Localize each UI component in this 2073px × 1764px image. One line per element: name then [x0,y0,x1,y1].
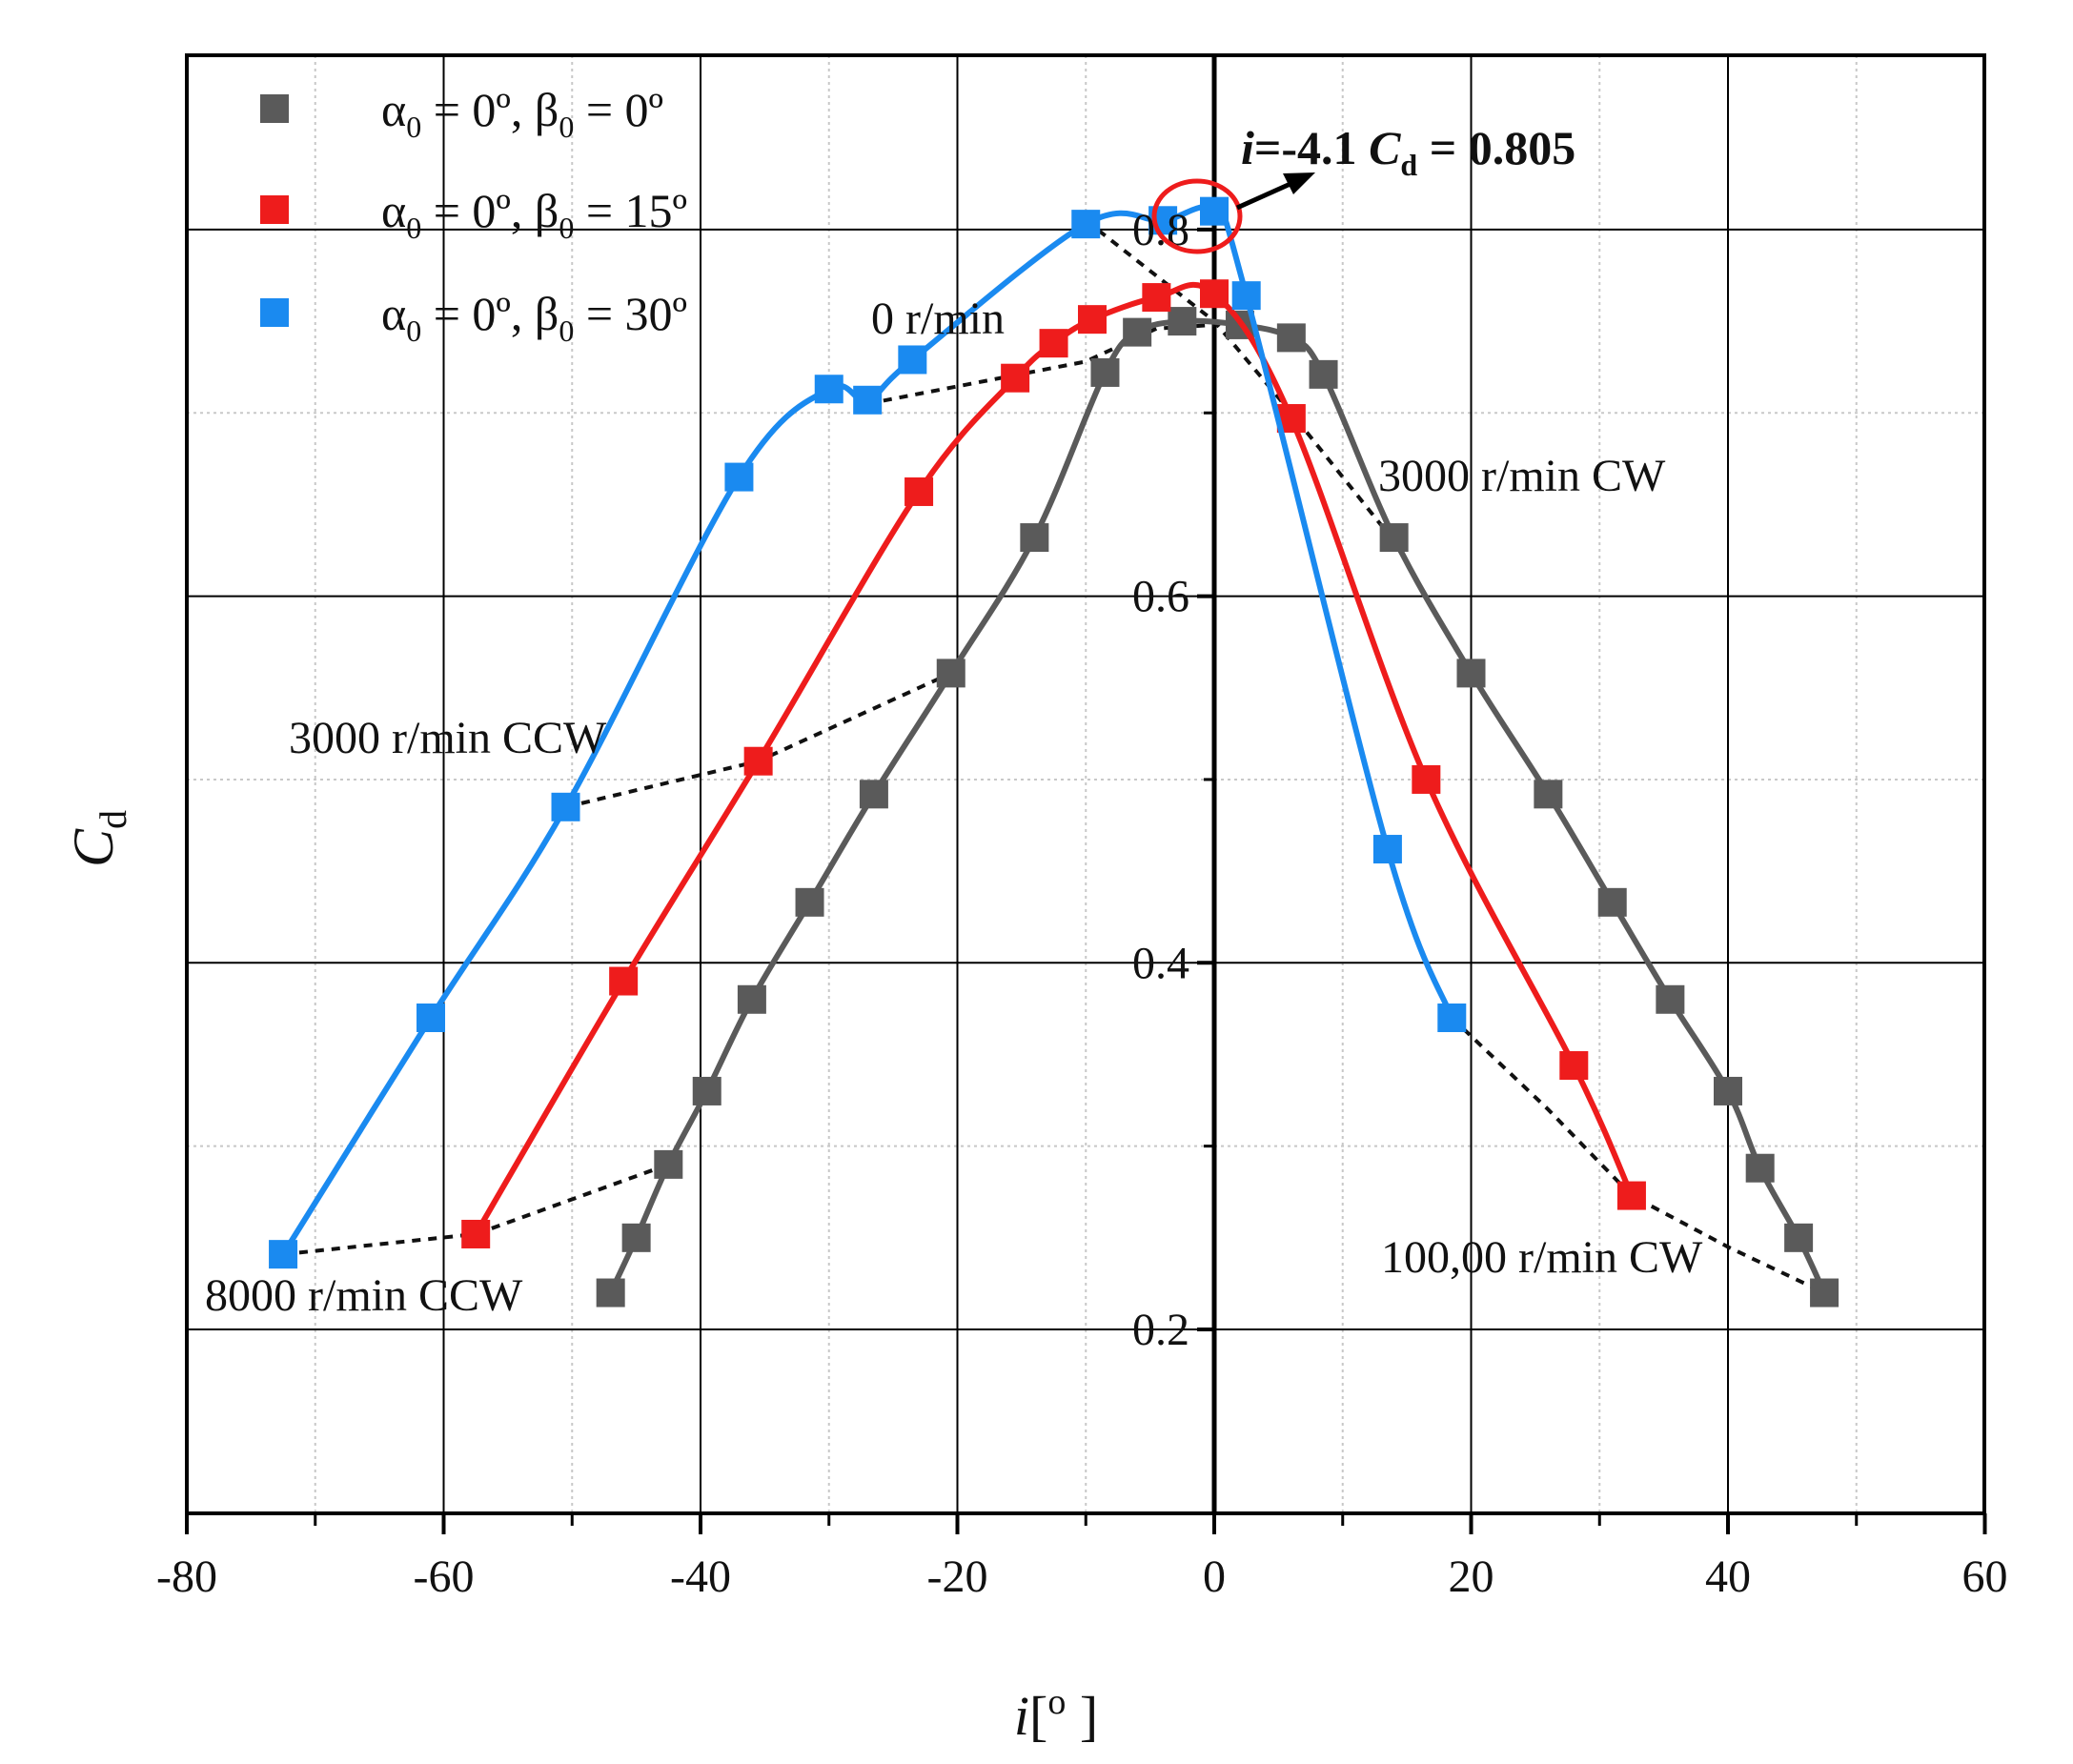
data-point-marker [1810,1278,1839,1308]
x-tick-label: -20 [927,1551,988,1602]
x-tick-label: 60 [1962,1551,2008,1602]
label-3000-cw: 3000 r/min CW [1378,451,1666,501]
data-point-marker [1656,984,1685,1014]
data-point-marker [859,780,888,809]
major-grid [187,55,1984,1513]
data-point-marker [1437,1004,1467,1033]
data-point-marker [1200,279,1229,309]
peak-arrow-head [1283,172,1315,194]
data-point-marker [1142,283,1171,313]
dashed-speed-line [1450,1016,1825,1295]
data-point-marker [1276,323,1306,353]
legend-marker-red [260,195,289,224]
data-point-marker [1020,523,1049,553]
x-tick-label: -40 [670,1551,731,1602]
data-point-marker [621,1223,651,1252]
y-tick-label: 0.4 [1132,938,1189,988]
data-point-marker [1001,363,1030,393]
data-point-marker [1784,1223,1814,1252]
data-point-marker [1745,1153,1775,1183]
data-point-marker [936,659,965,688]
axis-ticks [185,1513,1987,1534]
legend-marker-gray [260,94,289,123]
label-10000-cw: 100,00 r/min CW [1381,1232,1703,1283]
data-point-marker [1071,210,1101,239]
data-point-marker [654,1149,683,1179]
data-point-marker [853,385,883,415]
y-tick-labels: 0.20.40.60.8 [1132,205,1189,1355]
data-point-marker [904,476,934,506]
data-point-marker [1039,329,1068,358]
data-point-marker [737,984,766,1014]
data-point-marker [1168,307,1197,336]
x-tick-label: 40 [1705,1551,1751,1602]
x-tick-label: 0 [1203,1551,1226,1602]
data-point-marker [692,1076,721,1105]
legend: α0 = 0º, β0 = 0º α0 = 0º, β0 = 15º α0 = … [260,83,687,348]
data-point-marker [1616,1181,1646,1210]
y-tick-label: 0.2 [1132,1305,1189,1355]
data-point-marker [596,1278,625,1308]
data-point-marker [795,887,824,917]
data-point-marker [1372,835,1402,864]
data-point-marker [551,792,580,821]
x-tick-label: 20 [1449,1551,1494,1602]
data-point-marker [269,1240,298,1269]
label-0-rpm: 0 r/min [871,294,1005,344]
y-tick-label: 0.6 [1132,572,1189,622]
legend-label: α0 = 0º, β0 = 30º [381,287,687,348]
data-point-marker [1077,305,1107,335]
data-point-marker [1200,196,1229,226]
legend-marker-blue [260,298,289,327]
data-point-marker [898,345,927,375]
legend-label: α0 = 0º, β0 = 0º [381,83,663,144]
label-3000-ccw: 3000 r/min CCW [289,713,607,763]
peak-highlight-circle [1151,178,1243,254]
x-axis-title: i[o ] [1014,1682,1098,1747]
data-point-marker [1231,281,1261,311]
legend-item: α0 = 0º, β0 = 0º [260,83,663,144]
data-point-marker [1379,523,1409,553]
data-point-marker [1123,317,1152,347]
data-point-marker [1456,659,1486,688]
peak-annotation-label: i=-4.1 Cd = 0.805 [1241,121,1575,182]
data-point-marker [1534,780,1563,809]
data-point-marker [724,462,754,492]
dashed-speed-line [282,1163,669,1257]
legend-item: α0 = 0º, β0 = 30º [260,287,687,348]
y-axis-inner-ticks [1197,227,1214,1331]
x-tick-label: -60 [414,1551,475,1602]
data-point-marker [1559,1051,1589,1081]
legend-label: α0 = 0º, β0 = 15º [381,184,687,245]
data-point-marker [1090,357,1120,387]
data-point-marker [609,966,639,996]
data-point-marker [743,746,773,776]
legend-item: α0 = 0º, β0 = 15º [260,184,687,245]
x-tick-label: -80 [156,1551,217,1602]
data-point-marker [417,1004,446,1033]
data-point-marker [1412,764,1441,794]
x-tick-labels: -80 -60 -40 -20 0 20 40 60 [156,1551,2007,1602]
data-point-marker [1714,1076,1742,1105]
data-series [269,196,1839,1308]
peak-arrow-shaft [1235,180,1294,211]
data-point-marker [814,375,843,404]
data-point-marker [461,1219,491,1248]
data-point-marker [1597,887,1627,917]
label-8000-ccw: 8000 r/min CCW [205,1270,523,1321]
minor-grid [187,55,1984,1513]
y-axis-title: Cd [62,810,134,867]
data-point-marker [1309,359,1338,389]
